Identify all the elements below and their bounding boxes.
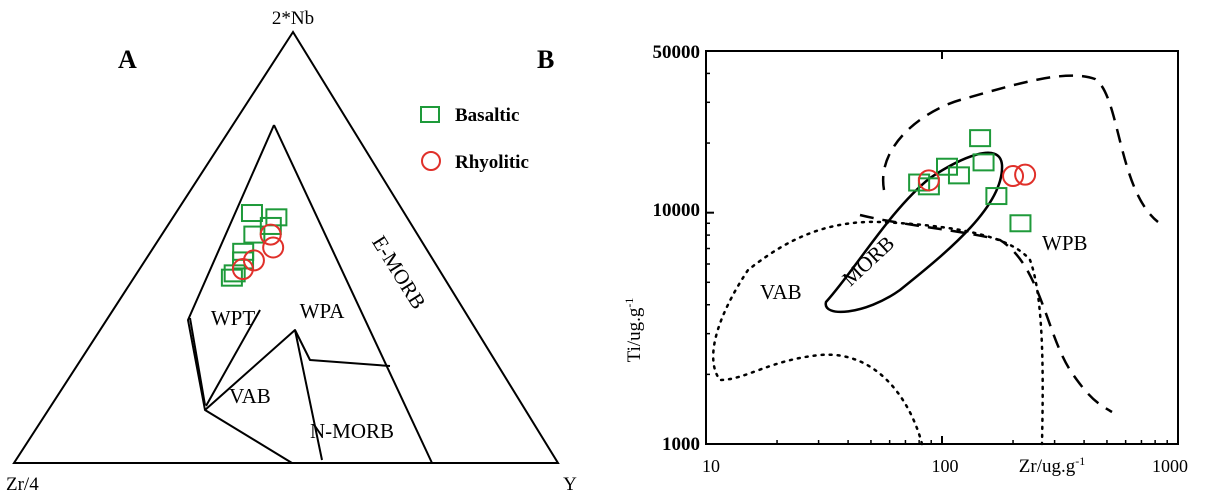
field-label-e-morb: E-MORB (367, 231, 431, 313)
field-label-vab-ternary: VAB (229, 384, 271, 408)
boundary-wpt-vab-left (187, 124, 293, 464)
basaltic-point (223, 264, 246, 283)
panel-label-b: B (537, 45, 554, 74)
basaltic-point (240, 204, 263, 223)
boundary-wpt-wpa (205, 309, 261, 407)
ternary-field-boundaries (187, 124, 433, 464)
basaltic-point (917, 177, 940, 196)
wpb-upper-boundary (881, 74, 1159, 223)
boundary-wpt-inner (189, 317, 206, 406)
basaltic-point (232, 251, 255, 270)
legend-square-marker (420, 106, 440, 123)
ternary-frame (12, 30, 560, 464)
plot-frame (705, 50, 1179, 445)
field-label-wpt: WPT (211, 306, 256, 330)
data-points (908, 129, 1037, 233)
boundary-n-morb-top (294, 329, 391, 367)
ternary-diagram: A 2*Nb Zr/4 Y WPT WPA VAB N-MORB E-MORB … (6, 8, 577, 495)
basaltic-point (243, 225, 266, 244)
vertex-label-top: 2*Nb (272, 8, 314, 29)
y-tick-label: 10000 (653, 200, 701, 221)
rhyolitic-point (1014, 163, 1037, 186)
boundary-e-morb (273, 124, 433, 464)
legend: Basaltic Rhyolitic (420, 105, 529, 173)
basaltic-point (985, 187, 1008, 206)
legend-label-basaltic: Basaltic (455, 105, 519, 126)
legend-entry-basaltic: Basaltic (420, 105, 519, 126)
panel-label-a: A (118, 45, 137, 74)
rhyolitic-point (917, 169, 940, 192)
ti-zr-plot: B 50000 10000 1000 10 100 1000 Zr/ug.g-1… (537, 42, 1188, 477)
y-axis-label: Ti/ug.g-1 (622, 298, 645, 363)
vertex-label-right: Y (563, 474, 577, 495)
legend-label-rhyolitic: Rhyolitic (455, 152, 529, 173)
morb-boundary (824, 151, 1004, 314)
field-label-wpa: WPA (300, 299, 346, 323)
y-tick-label: 1000 (662, 434, 700, 455)
basaltic-point (1009, 214, 1032, 233)
discrimination-fields (712, 74, 1159, 446)
y-tick-label: 50000 (653, 42, 701, 63)
legend-circle-marker (421, 151, 441, 171)
x-axis-label: Zr/ug.g-1 (1019, 454, 1085, 477)
x-tick-label: 10 (702, 456, 720, 476)
rhyolitic-point (1002, 165, 1025, 188)
basaltic-point (220, 268, 243, 287)
legend-entry-rhyolitic: Rhyolitic (421, 151, 529, 173)
field-label-vab: VAB (760, 280, 802, 304)
vertex-label-left: Zr/4 (6, 474, 39, 495)
axis-ticks (705, 50, 1179, 445)
basaltic-point (972, 153, 995, 172)
x-tick-label: 100 (932, 456, 959, 476)
wpb-lower-boundary (859, 213, 1113, 414)
basaltic-point (969, 129, 992, 148)
ternary-points (220, 204, 288, 287)
field-label-n-morb: N-MORB (310, 419, 394, 443)
rhyolitic-point (242, 249, 265, 272)
basaltic-point (947, 166, 970, 185)
rhyolitic-point (262, 236, 285, 259)
field-label-morb: MORB (837, 231, 899, 291)
rhyolitic-point (259, 223, 282, 246)
field-label-wpb: WPB (1042, 231, 1088, 255)
x-tick-label: 1000 (1152, 456, 1188, 476)
rhyolitic-point (231, 258, 254, 281)
